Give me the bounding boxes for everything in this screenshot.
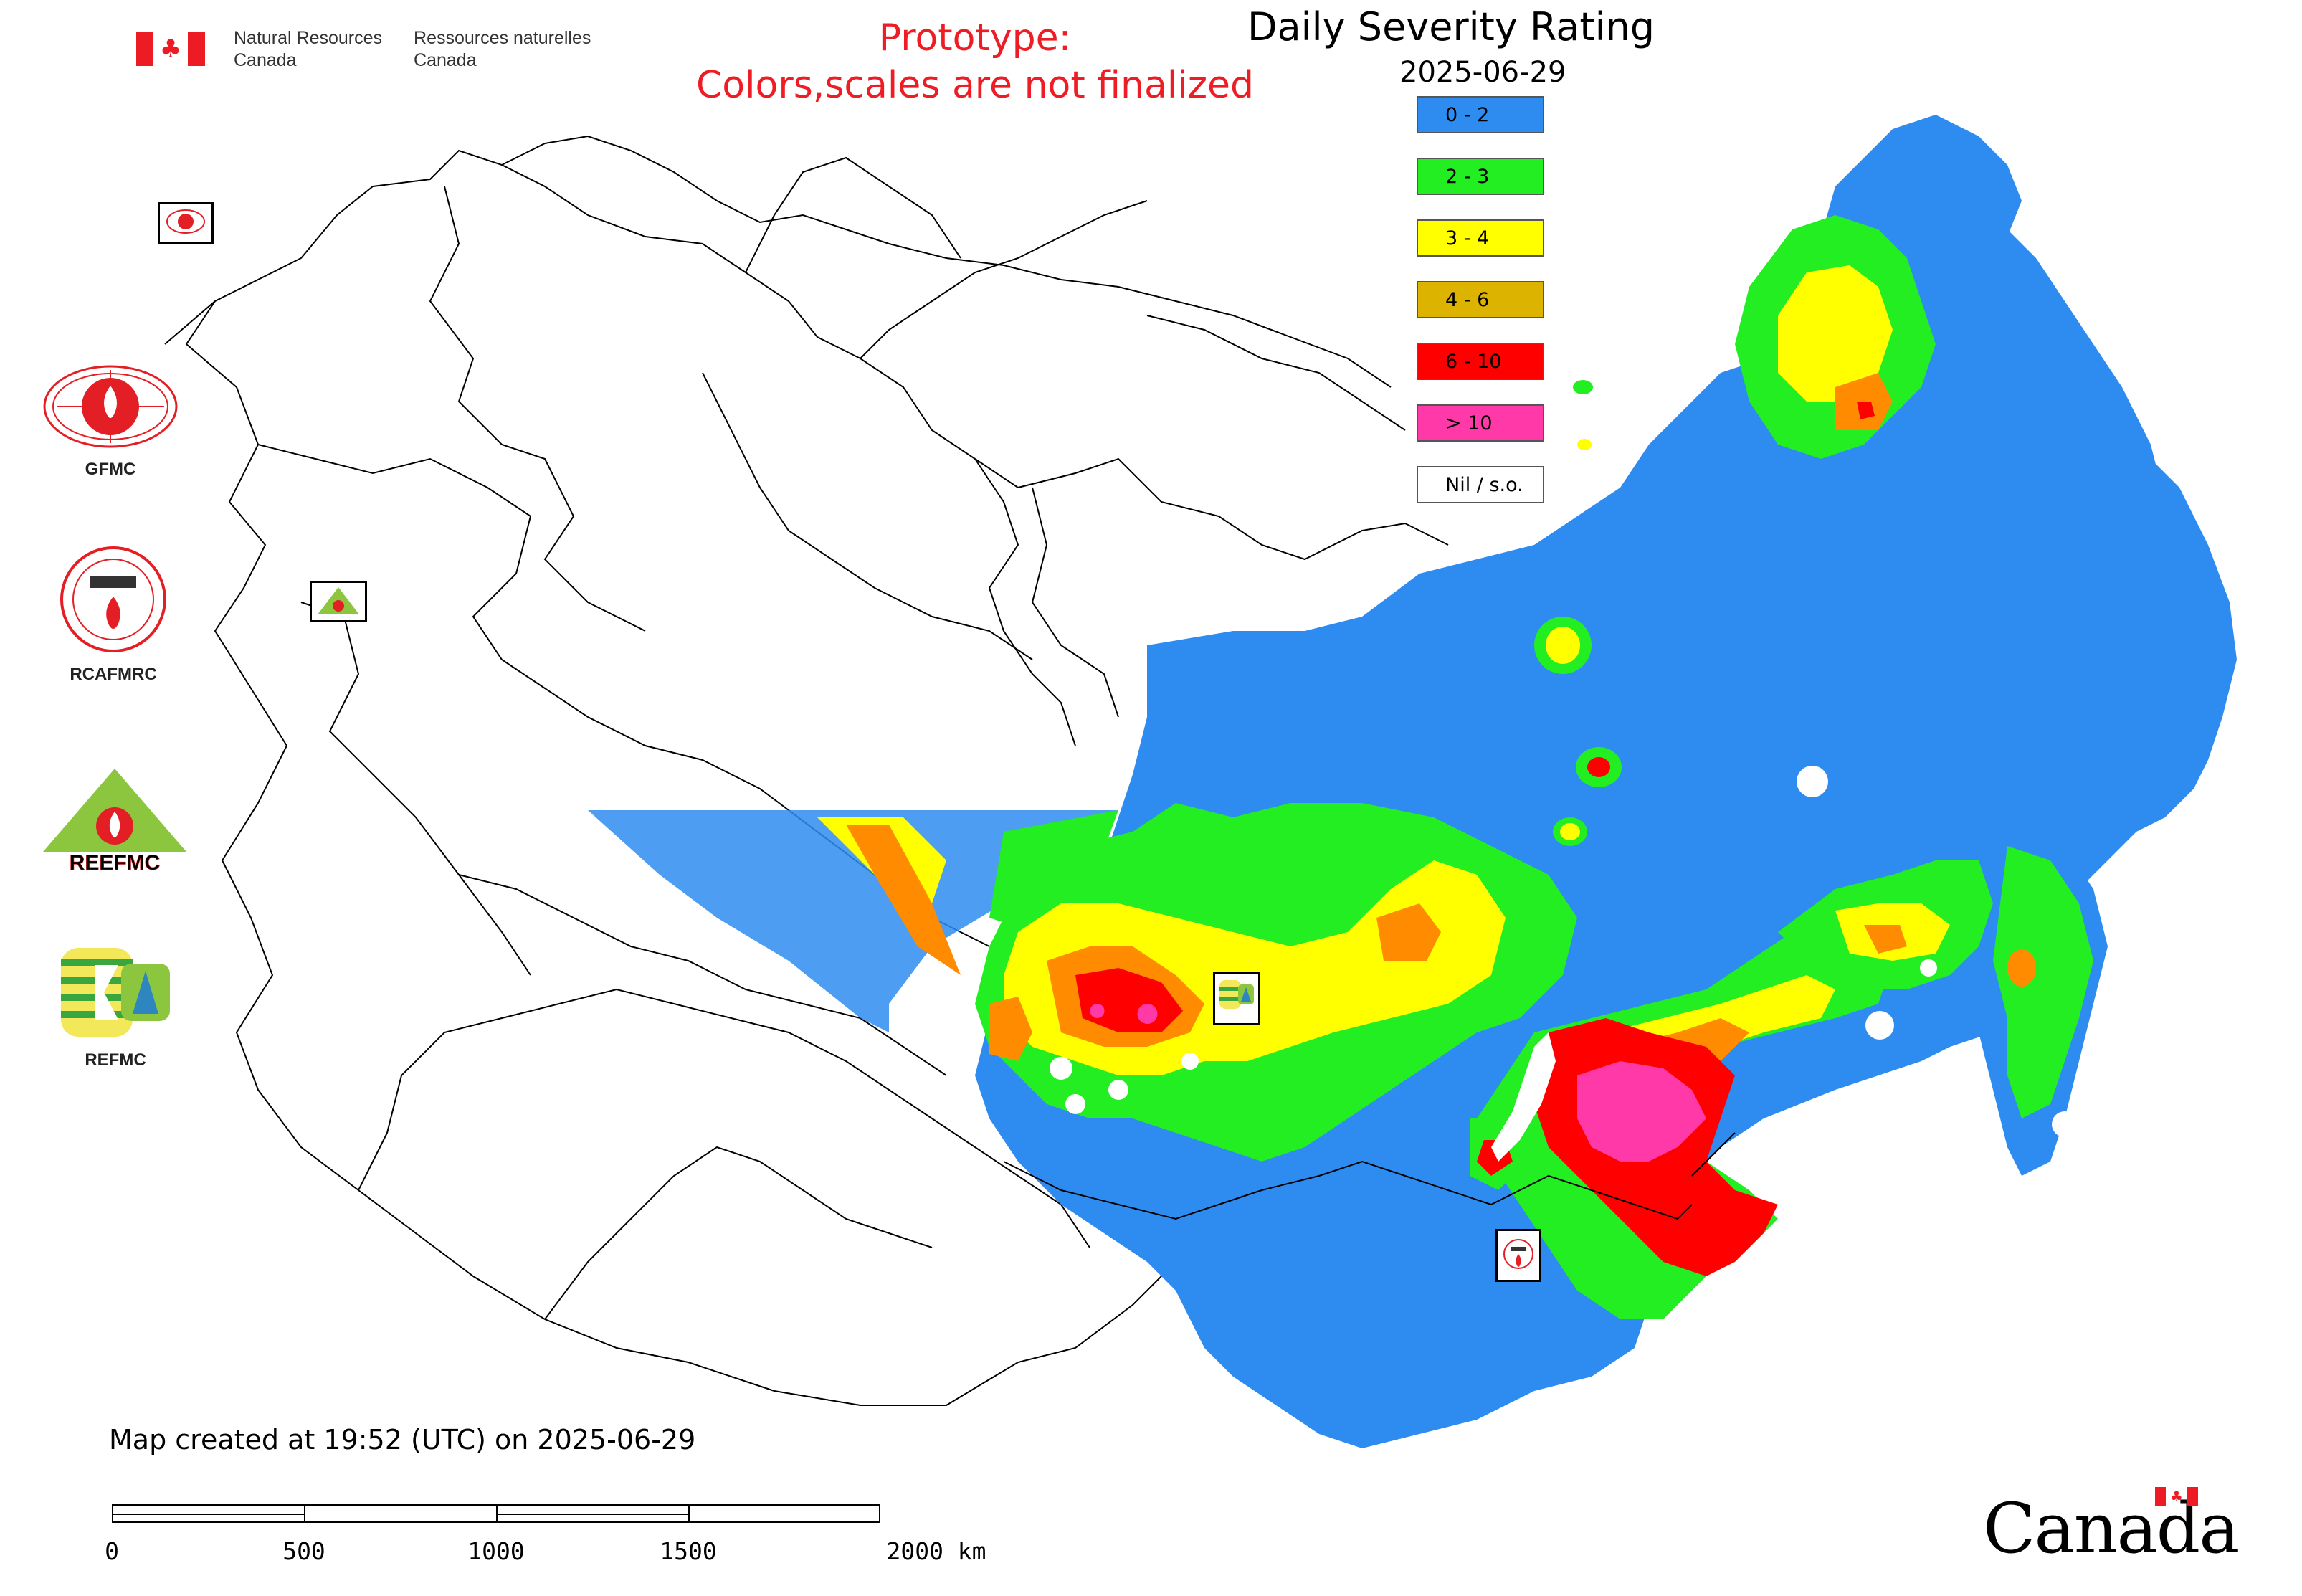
legend-item: Nil / s.o. xyxy=(1417,466,1544,503)
rcafmrc-marker-icon xyxy=(1495,1229,1541,1282)
scale-label-500: 500 xyxy=(282,1537,325,1565)
rcafmrc-logo: RCAFMRC xyxy=(56,545,171,685)
nrcan-name-en: Natural Resources Canada xyxy=(234,28,383,70)
canada-wordmark: Canada ♣ xyxy=(1983,1487,2240,1569)
severity-legend: 0 - 2 2 - 3 3 - 4 4 - 6 6 - 10 > 10 Nil / s.o. xyxy=(1417,96,1544,528)
legend-item: > 10 xyxy=(1417,404,1544,442)
legend-item-label: 0 - 2 xyxy=(1445,103,1490,126)
legend-item-label: 2 - 3 xyxy=(1445,165,1490,188)
scale-label-2000: 2000 km xyxy=(886,1537,986,1565)
scale-bar: 0 500 1000 1500 2000 km xyxy=(105,1504,986,1566)
gfmc-caption: GFMC xyxy=(85,460,136,479)
reefmc-marker-icon xyxy=(310,581,367,622)
country-borders-west xyxy=(164,149,1449,1406)
wordmark-flag-icon: ♣ xyxy=(2155,1487,2198,1506)
legend-item: 3 - 4 xyxy=(1417,219,1544,257)
north-coast xyxy=(501,135,1392,746)
reefmc-wordmark: REEFMC xyxy=(70,851,161,873)
refmc-marker-icon xyxy=(1213,972,1260,1025)
canada-flag-icon: ♣ xyxy=(136,32,205,66)
legend-item: 0 - 2 xyxy=(1417,96,1544,133)
south-border xyxy=(1003,1132,1736,1220)
legend-title: Daily Severity Rating xyxy=(1247,4,1655,49)
legend-item-label: 3 - 4 xyxy=(1445,227,1490,250)
legend-item-label: 4 - 6 xyxy=(1445,288,1490,311)
refmc-logo: REFMC xyxy=(54,945,176,1070)
legend-item-label: > 10 xyxy=(1445,412,1493,434)
map-created-text: Map created at 19:52 (UTC) on 2025-06-29 xyxy=(109,1424,696,1455)
scale-bar-graphic xyxy=(112,1504,880,1524)
scale-label-1500: 1500 xyxy=(660,1537,717,1565)
reefmc-logo: REEFMC xyxy=(36,766,194,878)
gfmc-logo: GFMC xyxy=(39,364,182,480)
rcafmrc-caption: RCAFMRC xyxy=(70,665,157,684)
nrcan-header: ♣ Natural Resources Canada Ressources na… xyxy=(136,27,622,72)
legend-item-label: 6 - 10 xyxy=(1445,350,1502,373)
prototype-notice: Prototype: Colors,scales are not finaliz… xyxy=(695,16,1255,107)
refmc-caption: REFMC xyxy=(85,1050,146,1070)
scale-labels: 0 500 1000 1500 2000 km xyxy=(105,1537,986,1566)
reefmc-logo-icon: REEFMC xyxy=(43,769,186,875)
legend-item: 4 - 6 xyxy=(1417,281,1544,318)
rcafmrc-logo-icon xyxy=(60,546,166,652)
legend-date: 2025-06-29 xyxy=(1399,56,1566,89)
legend-item: 2 - 3 xyxy=(1417,158,1544,195)
scale-label-1000: 1000 xyxy=(467,1537,525,1565)
gfmc-logo-icon xyxy=(43,365,178,448)
severity-data xyxy=(588,115,2237,1448)
legend-item: 6 - 10 xyxy=(1417,343,1544,380)
gfmc-marker-icon xyxy=(158,202,214,244)
scale-label-0: 0 xyxy=(105,1537,119,1565)
nrcan-name-fr: Ressources naturelles Canada xyxy=(414,28,591,70)
refmc-logo-icon xyxy=(61,948,170,1037)
legend-item-label: Nil / s.o. xyxy=(1445,473,1523,496)
